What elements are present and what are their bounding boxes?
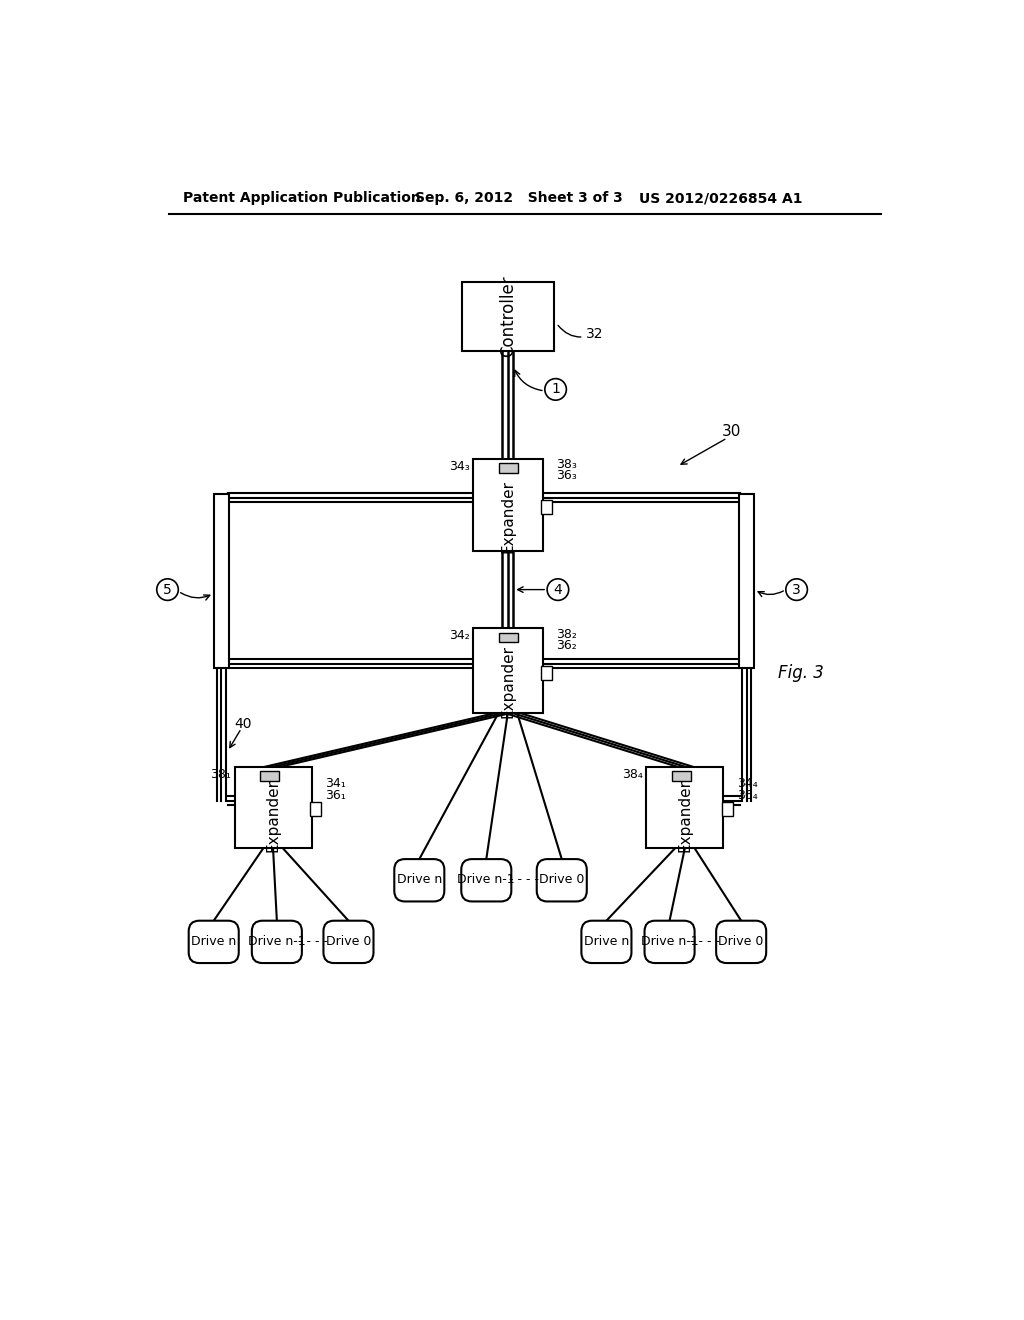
Text: Patent Application Publication: Patent Application Publication xyxy=(183,191,421,206)
Text: 38₂: 38₂ xyxy=(556,628,578,640)
Bar xyxy=(646,767,724,847)
Bar xyxy=(260,771,280,780)
Text: Sep. 6, 2012   Sheet 3 of 3: Sep. 6, 2012 Sheet 3 of 3 xyxy=(416,191,624,206)
Bar xyxy=(722,803,733,816)
Bar xyxy=(739,494,755,668)
Text: Drive 0: Drive 0 xyxy=(719,935,764,948)
Text: 38₄: 38₄ xyxy=(623,768,643,781)
Bar xyxy=(310,803,321,816)
Text: Controller: Controller xyxy=(499,276,517,358)
Text: 34₄: 34₄ xyxy=(737,777,758,791)
Bar xyxy=(672,771,691,780)
FancyBboxPatch shape xyxy=(188,921,239,964)
FancyBboxPatch shape xyxy=(644,921,694,964)
Bar xyxy=(499,463,518,473)
Circle shape xyxy=(545,379,566,400)
Text: 38₃: 38₃ xyxy=(556,458,578,471)
Bar xyxy=(473,628,543,713)
Text: 30: 30 xyxy=(722,424,740,440)
Text: Drive 0: Drive 0 xyxy=(539,874,585,887)
Text: Expander: Expander xyxy=(265,780,281,853)
Text: 36₃: 36₃ xyxy=(556,469,578,482)
Bar xyxy=(214,494,229,668)
Text: Drive n: Drive n xyxy=(396,874,442,887)
Text: Expander: Expander xyxy=(501,480,515,553)
Text: Drive n: Drive n xyxy=(191,935,237,948)
Text: 36₁: 36₁ xyxy=(326,789,346,803)
Text: Expander: Expander xyxy=(678,780,692,853)
Text: 40: 40 xyxy=(234,717,252,731)
Text: Drive 0: Drive 0 xyxy=(326,935,371,948)
FancyBboxPatch shape xyxy=(582,921,632,964)
Text: 32: 32 xyxy=(558,325,604,341)
Text: - - - -: - - - - xyxy=(509,874,539,887)
Text: Drive n-1: Drive n-1 xyxy=(641,935,698,948)
Text: 38₁: 38₁ xyxy=(211,768,231,781)
Text: 36₂: 36₂ xyxy=(556,639,578,652)
FancyBboxPatch shape xyxy=(252,921,302,964)
Text: 34₂: 34₂ xyxy=(450,630,470,643)
Bar xyxy=(499,632,518,642)
Bar xyxy=(541,665,552,680)
FancyBboxPatch shape xyxy=(324,921,374,964)
Text: Drive n: Drive n xyxy=(584,935,629,948)
Text: 3: 3 xyxy=(793,582,801,597)
Circle shape xyxy=(157,579,178,601)
Bar xyxy=(541,500,552,515)
Circle shape xyxy=(785,579,807,601)
Text: 5: 5 xyxy=(163,582,172,597)
Text: 1: 1 xyxy=(551,383,560,396)
Circle shape xyxy=(547,579,568,601)
Text: 34₁: 34₁ xyxy=(326,777,346,791)
Text: - - - -: - - - - xyxy=(690,935,720,948)
Text: 36₄: 36₄ xyxy=(737,789,758,803)
FancyBboxPatch shape xyxy=(394,859,444,902)
Text: 4: 4 xyxy=(554,582,562,597)
FancyBboxPatch shape xyxy=(716,921,766,964)
FancyBboxPatch shape xyxy=(537,859,587,902)
Bar xyxy=(462,281,554,351)
Text: - - - -: - - - - xyxy=(298,935,328,948)
Text: Drive n-1: Drive n-1 xyxy=(458,874,515,887)
FancyBboxPatch shape xyxy=(461,859,511,902)
Text: US 2012/0226854 A1: US 2012/0226854 A1 xyxy=(639,191,802,206)
Bar xyxy=(473,459,543,552)
Bar xyxy=(234,767,311,847)
Text: Expander: Expander xyxy=(501,645,515,718)
Text: Drive n-1: Drive n-1 xyxy=(248,935,306,948)
Text: Fig. 3: Fig. 3 xyxy=(777,664,823,681)
Text: 34₃: 34₃ xyxy=(450,459,470,473)
